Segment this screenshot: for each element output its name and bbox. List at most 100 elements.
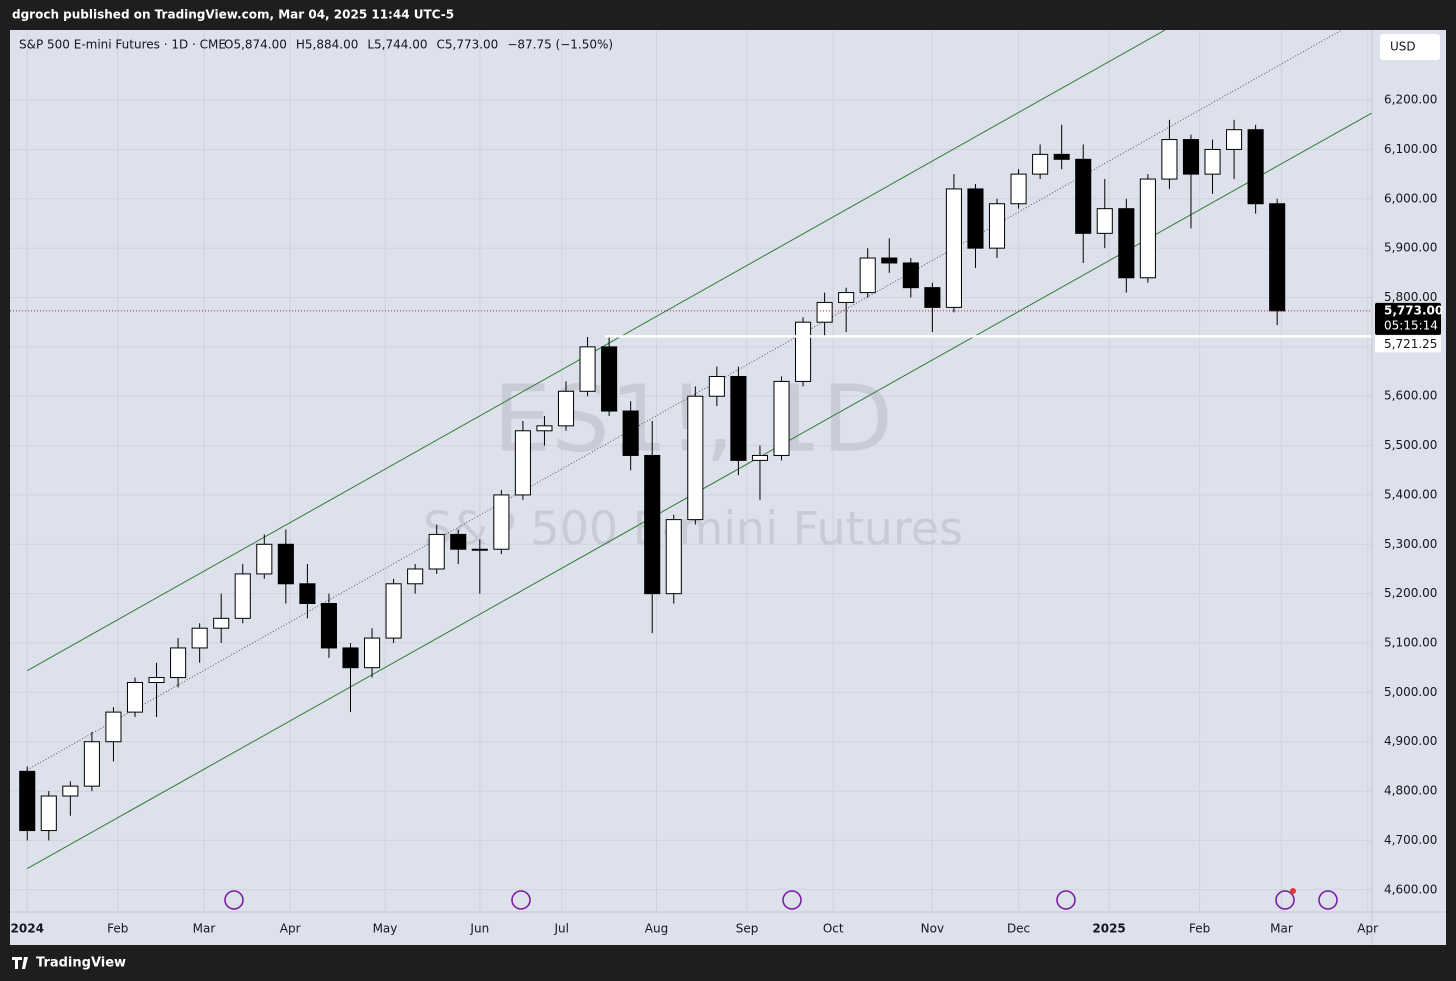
candle-body	[299, 583, 316, 605]
candle-body	[838, 292, 855, 303]
candle-body	[493, 494, 510, 550]
candle-body	[687, 395, 704, 521]
y-tick-label: 5,100.00	[1384, 636, 1437, 650]
brand: TradingView	[36, 956, 126, 971]
level-label: 5,721.25	[1384, 337, 1437, 351]
candle-body	[514, 430, 531, 496]
candle-body	[471, 548, 488, 551]
candle-body	[816, 301, 833, 323]
y-tick-label: 6,000.00	[1384, 191, 1437, 205]
candle-body	[751, 454, 769, 461]
candle-body	[1118, 208, 1135, 279]
candle-body	[234, 573, 251, 619]
x-tick-label: Mar	[193, 922, 216, 936]
event-icon[interactable]	[224, 890, 244, 910]
candle-body	[536, 425, 553, 432]
candle-body	[19, 770, 36, 832]
x-tick-label: Feb	[1189, 922, 1210, 936]
y-tick-label: 6,200.00	[1384, 93, 1437, 107]
trendline	[26, 30, 1166, 672]
candle-body	[1032, 153, 1049, 175]
candle-body	[730, 375, 747, 461]
ohlc-value: L5,744.00	[367, 38, 427, 52]
y-tick-label: 4,700.00	[1384, 833, 1437, 847]
event-icon[interactable]	[1056, 890, 1076, 910]
candle-body	[407, 568, 424, 585]
candle-body	[148, 677, 165, 683]
ohlc-value: −87.75 (−1.50%)	[507, 38, 613, 52]
currency-box[interactable]	[1380, 34, 1440, 60]
x-tick-label: Sep	[736, 922, 759, 936]
x-tick-label: 2024	[11, 922, 44, 936]
candle-body	[924, 287, 941, 308]
candle-body	[256, 543, 273, 575]
candle-body	[773, 380, 790, 456]
level-label-box	[1375, 335, 1441, 353]
event-icon[interactable]	[1275, 890, 1295, 910]
x-tick-label: Mar	[1270, 922, 1293, 936]
candle-body	[277, 543, 294, 585]
brand-logo	[12, 957, 28, 969]
candle-body	[1096, 208, 1113, 234]
currency[interactable]: USD	[1390, 40, 1416, 54]
candle-body	[1182, 139, 1200, 175]
candle-body	[881, 257, 898, 264]
candle-body	[83, 741, 100, 787]
trendline	[26, 30, 1343, 771]
candle-body	[126, 681, 144, 713]
event-icon[interactable]	[782, 890, 802, 910]
candle-body	[988, 203, 1006, 249]
x-tick-label: Oct	[823, 922, 844, 936]
candle-body	[1204, 148, 1221, 175]
candle-body	[665, 519, 682, 595]
candle-body	[1247, 129, 1264, 205]
candle-body	[105, 711, 122, 743]
y-tick-label: 4,800.00	[1384, 784, 1437, 798]
publisher-line: dgroch published on TradingView.com, Mar…	[12, 8, 454, 22]
candle-body	[967, 188, 984, 249]
y-tick-label: 4,900.00	[1384, 734, 1437, 748]
countdown: 05:15:14	[1384, 318, 1438, 332]
event-icon[interactable]	[1318, 890, 1338, 910]
candle-body	[385, 583, 402, 639]
y-tick-label: 5,500.00	[1384, 438, 1437, 452]
y-tick-label: 5,600.00	[1384, 389, 1437, 403]
ohlc-legend: O5,874.00 H5,884.00 L5,744.00 C5,773.00 −87.…	[224, 38, 613, 52]
candle-body	[170, 647, 187, 679]
candle-body	[40, 795, 57, 832]
y-tick-label: 6,100.00	[1384, 142, 1437, 156]
x-tick-label: Apr	[280, 922, 301, 936]
x-tick-label: May	[373, 922, 398, 936]
ohlc-value: H5,884.00	[296, 38, 358, 52]
plot	[10, 30, 1372, 870]
y-tick-label: 5,400.00	[1384, 487, 1437, 501]
y-tick-label: 5,200.00	[1384, 586, 1437, 600]
candle-body	[213, 617, 230, 629]
candle-body	[859, 257, 876, 294]
y-tick-label: 5,000.00	[1384, 685, 1437, 699]
y-tick-label: 5,800.00	[1384, 290, 1437, 304]
candle-body	[1053, 153, 1070, 160]
candle-body	[342, 647, 359, 669]
x-tick-label: Dec	[1007, 922, 1030, 936]
x-tick-label: 2025	[1092, 922, 1125, 936]
candle-body	[795, 321, 812, 382]
candle-body	[1139, 178, 1156, 279]
candle-body	[1010, 173, 1027, 205]
candle-body	[1269, 203, 1286, 312]
candle-body	[902, 262, 919, 289]
candle-body	[1075, 158, 1092, 234]
axes: 4,600.00 4,700.00 4,800.00 4,900.00 5,000.00…	[11, 93, 1444, 936]
x-tick-label: Jul	[553, 922, 568, 936]
y-tick-label: 5,900.00	[1384, 241, 1437, 255]
candle-body	[428, 533, 445, 570]
candle-body	[191, 627, 208, 649]
candle-body	[644, 454, 661, 595]
x-tick-label: Apr	[1357, 922, 1378, 936]
candle-body	[945, 188, 962, 308]
event-icon[interactable]	[511, 890, 531, 910]
candle-body	[364, 637, 381, 669]
x-tick-label: Nov	[921, 922, 944, 936]
event-icons	[224, 890, 1338, 910]
